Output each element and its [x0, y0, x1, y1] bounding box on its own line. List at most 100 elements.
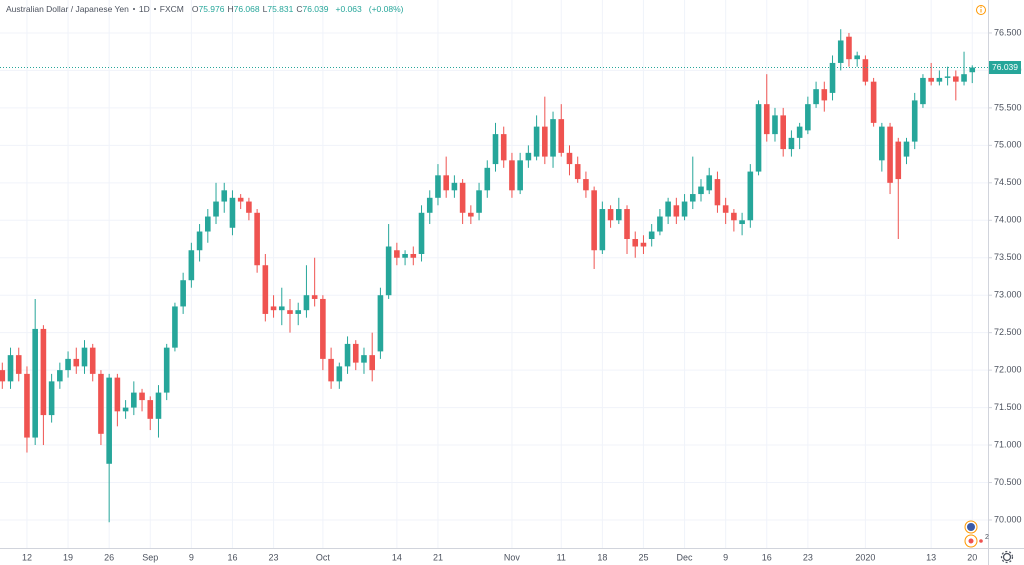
- candle-body: [106, 377, 112, 464]
- separator: [132, 8, 135, 10]
- legend: Australian Dollar / Japanese Yen 1D FXCM…: [6, 4, 406, 14]
- candle-body: [591, 190, 597, 251]
- candle-body: [287, 310, 293, 314]
- y-tick-label: 72.000: [994, 365, 1022, 375]
- candle-body: [607, 209, 614, 221]
- flag-icon: [967, 523, 975, 531]
- x-tick-label: 13: [926, 552, 936, 562]
- ohlc-value: 76.039: [302, 4, 329, 14]
- candle-body: [657, 216, 663, 232]
- x-tick-label: 2020: [855, 552, 875, 562]
- candle-body: [131, 392, 137, 408]
- candle-body: [196, 231, 203, 251]
- candle-body: [24, 373, 30, 438]
- candle-body: [517, 160, 523, 191]
- candle-body: [903, 141, 910, 157]
- candle-body: [542, 126, 548, 157]
- y-tick-label: 75.000: [994, 140, 1022, 150]
- x-tick-label: 11: [557, 552, 566, 562]
- candle-body: [821, 89, 828, 101]
- ohlc: O75.976 H76.068 L75.831 C76.039: [192, 4, 332, 14]
- symbol: Australian Dollar / Japanese Yen: [6, 4, 129, 14]
- y-tick-label: 76.500: [994, 27, 1022, 37]
- candle-body: [829, 62, 836, 93]
- x-tick-label: Nov: [504, 552, 521, 562]
- candle-body: [32, 328, 38, 438]
- last-price-tag: [989, 61, 1021, 75]
- y-tick-label: 73.000: [994, 290, 1022, 300]
- candle-body: [747, 171, 754, 221]
- candle-body: [509, 160, 515, 191]
- candle-body: [262, 265, 269, 314]
- candle-body: [89, 347, 96, 374]
- candle-body: [632, 239, 639, 247]
- x-tick-label: 9: [189, 552, 194, 562]
- y-tick-label: 75.500: [994, 102, 1022, 112]
- candle-body: [854, 55, 860, 60]
- candle-body: [81, 347, 88, 367]
- ohlc-key: L: [262, 4, 268, 14]
- event-badge: 2: [985, 534, 989, 541]
- candle-body: [246, 201, 252, 213]
- x-tick-label: 9: [723, 552, 728, 562]
- candle-body: [763, 104, 770, 135]
- change-pct: (+0.08%): [368, 4, 404, 14]
- candle-body: [846, 36, 852, 60]
- candle-body: [229, 197, 236, 228]
- separator: [153, 8, 156, 10]
- candle-body: [98, 373, 104, 434]
- candle-body: [813, 89, 819, 105]
- candle-body: [525, 152, 532, 161]
- candle-body: [550, 119, 556, 157]
- candle-body: [394, 250, 400, 258]
- candle-body: [254, 212, 260, 266]
- candle-body: [468, 212, 474, 217]
- candle-body: [180, 280, 186, 307]
- candle-body: [435, 175, 441, 198]
- candle-body: [944, 76, 951, 78]
- y-tick-label: 71.500: [994, 402, 1022, 412]
- candle-body: [805, 104, 811, 131]
- candle-body: [484, 167, 491, 191]
- candle-body: [65, 358, 71, 371]
- candle-body: [500, 134, 507, 161]
- x-tick-label: 16: [227, 552, 237, 562]
- candle-body: [961, 74, 967, 82]
- grid: [0, 0, 988, 548]
- settings-icon[interactable]: [1000, 550, 1014, 564]
- candle-body: [459, 182, 466, 213]
- candle-body: [147, 400, 154, 419]
- candle-body: [862, 59, 869, 82]
- candle-body: [278, 306, 285, 311]
- candle-body: [796, 126, 803, 138]
- candle-body: [139, 392, 145, 401]
- interval: 1D: [138, 4, 150, 14]
- candle-body: [533, 126, 540, 157]
- candle-body: [451, 182, 458, 191]
- change: +0.063: [335, 4, 362, 14]
- y-tick-label: 74.500: [994, 177, 1022, 187]
- candle-body: [928, 77, 934, 82]
- candle-body: [270, 306, 277, 311]
- candle-body: [887, 126, 893, 183]
- candle-body: [640, 242, 647, 247]
- candle-body: [402, 253, 408, 258]
- candle-body: [788, 137, 795, 150]
- candle-body: [673, 205, 680, 217]
- candle-body: [476, 190, 482, 213]
- event-flags[interactable]: 2: [964, 520, 989, 548]
- info-icon[interactable]: [976, 5, 986, 15]
- x-tick-label: 20: [967, 552, 977, 562]
- ohlc-value: 75.976: [198, 4, 225, 14]
- candle-body: [624, 209, 630, 240]
- candle-body: [772, 115, 778, 135]
- candle-body: [311, 295, 318, 299]
- y-tick-label: 74.000: [994, 215, 1022, 225]
- candle-body: [205, 216, 211, 232]
- candle-body: [155, 392, 162, 419]
- candle-body: [114, 377, 121, 412]
- candle-body: [73, 358, 80, 367]
- last-price-label: 76.039: [992, 62, 1018, 72]
- candle-body: [426, 197, 433, 213]
